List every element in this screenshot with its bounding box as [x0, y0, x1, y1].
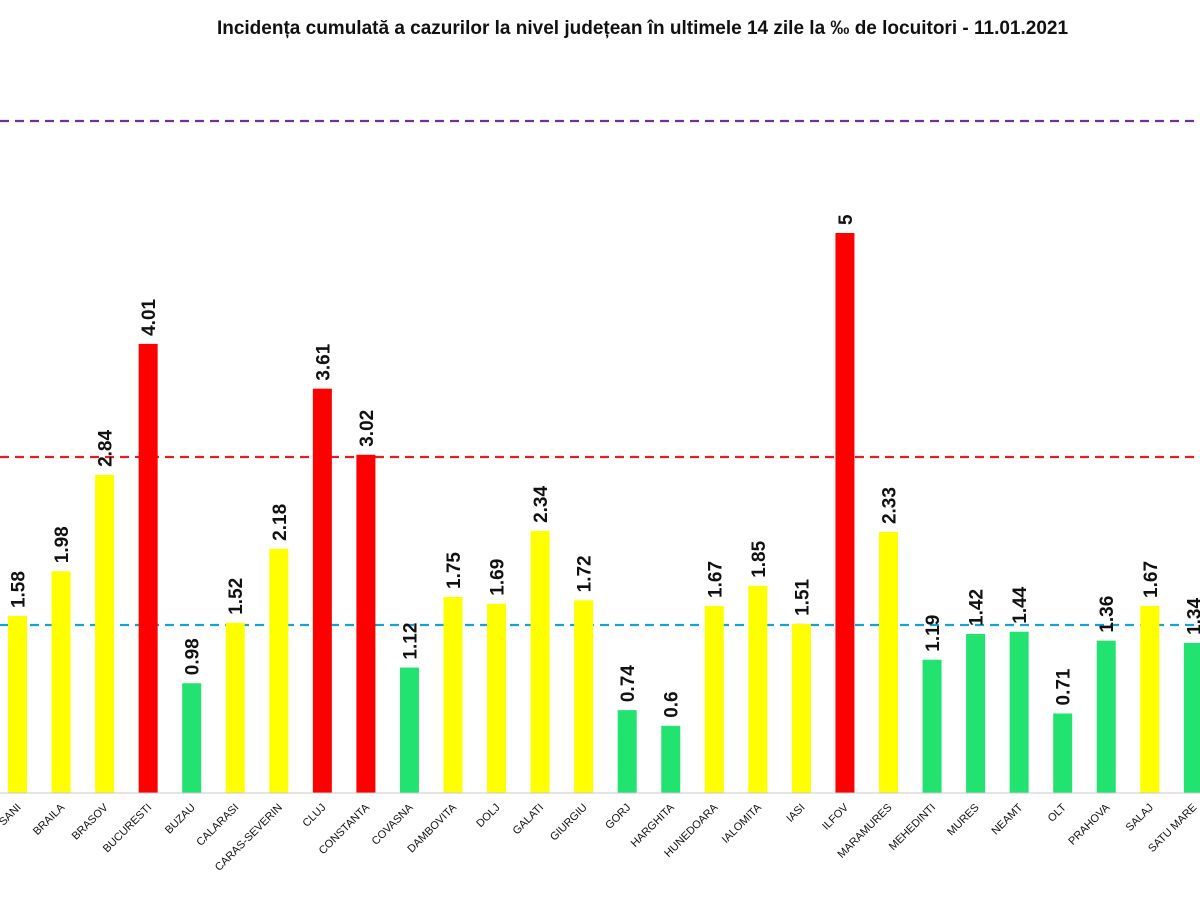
bar-mehedinti: [922, 659, 942, 793]
value-label-dambovita: 1.75: [444, 552, 465, 589]
bar-ialomita: [748, 585, 768, 793]
value-label-constanta: 3.02: [357, 410, 378, 447]
category-label-olt: OLT: [1046, 801, 1069, 824]
bar-neamt: [1009, 631, 1029, 793]
category-label-iasi: IASI: [784, 802, 807, 825]
category-label-buzau: BUZAU: [163, 802, 198, 837]
value-labels-group: 1.58 1.98 2.84 4.01 0.98 1.52 2.18 3.61 3.02 1.12…: [9, 214, 1200, 718]
value-label-harghita: 0.6: [662, 691, 683, 717]
bar-iasi: [791, 623, 811, 793]
bar-mures: [966, 633, 986, 793]
bar-braila: [51, 571, 71, 793]
bar-hunedoara: [704, 605, 724, 793]
bar-covasna: [399, 667, 419, 793]
value-label-braila: 1.98: [52, 526, 73, 563]
value-label-buzau: 0.98: [183, 638, 204, 675]
category-label-botosani: SANI: [0, 802, 24, 829]
bar-brasov: [95, 474, 115, 793]
bar-cluj: [312, 388, 332, 793]
category-label-neamt: NEAMT: [990, 801, 1026, 837]
bar-constanta: [356, 454, 376, 793]
value-label-gorj: 0.74: [618, 665, 639, 702]
category-label-mures: MURES: [945, 802, 982, 839]
bars-group: [8, 233, 1200, 793]
category-label-gorj: GORJ: [603, 802, 633, 832]
value-label-botosani: 1.58: [9, 571, 30, 608]
value-label-prahova: 1.36: [1097, 596, 1118, 633]
category-label-ilfov: ILFOV: [820, 801, 851, 832]
bar-satu-mare: [1183, 642, 1200, 793]
bar-ilfov: [835, 233, 855, 793]
category-label-cluj: CLUJ: [301, 802, 329, 830]
value-label-salaj: 1.67: [1141, 561, 1162, 598]
value-label-dolj: 1.69: [488, 559, 509, 596]
bar-calarasi: [225, 622, 245, 793]
value-label-satu-mare: 1.34: [1184, 598, 1200, 635]
bar-salaj: [1140, 605, 1160, 793]
value-label-bucuresti: 4.01: [139, 298, 160, 335]
bar-harghita: [661, 725, 681, 793]
value-label-iasi: 1.51: [792, 578, 813, 615]
category-label-calarasi: CALARASI: [194, 802, 241, 849]
value-label-mehedinti: 1.19: [923, 615, 944, 652]
value-label-cluj: 3.61: [313, 343, 334, 380]
value-label-covasna: 1.12: [400, 623, 421, 660]
category-label-covasna: COVASNA: [370, 801, 416, 847]
category-label-salaj: SALAJ: [1124, 802, 1156, 834]
category-label-mehedinti: MEHEDINTI: [887, 802, 938, 853]
value-label-olt: 0.71: [1054, 668, 1075, 705]
value-label-caras-severin: 2.18: [270, 504, 291, 541]
value-label-galati: 2.34: [531, 486, 552, 523]
bar-botosani: [8, 616, 27, 793]
bar-dolj: [487, 603, 507, 793]
bar-maramures: [879, 532, 898, 793]
bar-buzau: [182, 683, 202, 793]
bar-prahova: [1096, 640, 1116, 793]
value-label-brasov: 2.84: [96, 430, 117, 467]
value-label-ialomita: 1.85: [749, 540, 770, 577]
category-label-galati: GALATI: [511, 802, 547, 838]
category-label-brasov: BRASOV: [70, 801, 111, 842]
value-label-ilfov: 5: [836, 214, 857, 225]
bar-dambovita: [443, 597, 463, 793]
value-label-mures: 1.42: [967, 589, 988, 626]
value-label-maramures: 2.33: [880, 487, 901, 524]
value-label-calarasi: 1.52: [226, 578, 247, 615]
reference-lines: [0, 119, 1200, 627]
category-label-giurgiu: GIURGIU: [548, 802, 590, 844]
bar-galati: [530, 530, 550, 793]
category-label-dolj: DOLJ: [474, 802, 502, 830]
value-label-giurgiu: 1.72: [575, 555, 596, 592]
bar-giurgiu: [574, 600, 594, 793]
category-label-prahova: PRAHOVA: [1066, 801, 1112, 847]
category-label-ialomita: IALOMITA: [720, 801, 765, 846]
bar-caras-severin: [269, 548, 289, 793]
bar-olt: [1053, 713, 1073, 793]
value-label-neamt: 1.44: [1010, 586, 1031, 623]
chart-title: Incidența cumulată a cazurilor la nivel …: [216, 18, 1069, 39]
value-label-hunedoara: 1.67: [705, 561, 726, 598]
category-label-braila: BRAILA: [31, 801, 68, 838]
bar-gorj: [617, 710, 637, 793]
bar-bucuresti: [138, 343, 158, 793]
